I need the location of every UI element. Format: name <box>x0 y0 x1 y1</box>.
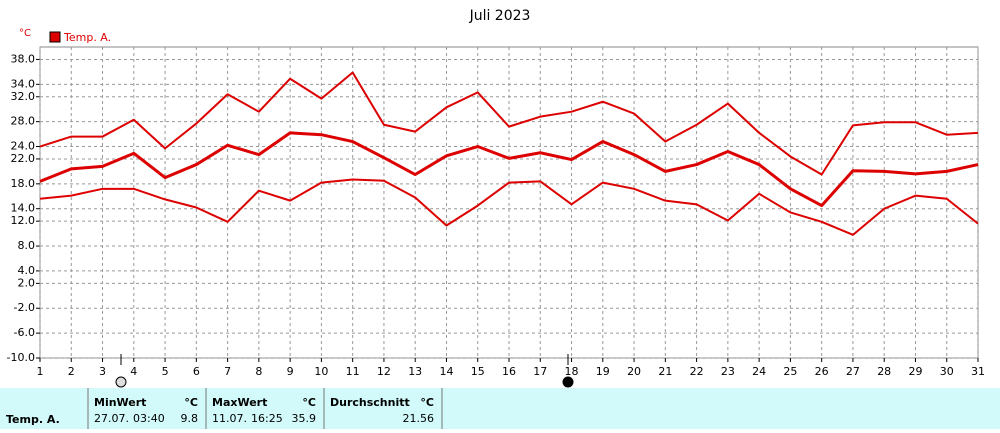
cursor-marker <box>562 376 574 388</box>
plot-area: 38.034.032.028.024.022.018.014.012.08.04… <box>7 46 985 378</box>
y-tick-label: 28.0 <box>11 115 36 128</box>
col-unit: °C <box>184 396 198 409</box>
y-tick-label: 14.0 <box>11 202 36 215</box>
x-tick-label: 16 <box>502 365 516 378</box>
col-unit: °C <box>302 396 316 409</box>
y-tick-label: 2.0 <box>18 276 36 289</box>
col-value: 35.9 <box>292 412 317 425</box>
y-tick-label: 34.0 <box>11 77 36 90</box>
y-tick-label: 24.0 <box>11 140 36 153</box>
y-tick-label: 38.0 <box>11 52 36 65</box>
col-unit: °C <box>420 396 434 409</box>
y-unit: °C <box>19 28 31 39</box>
x-tick-label: 29 <box>908 365 922 378</box>
col-time: 16:25 <box>251 412 283 425</box>
y-tick-label: -6.0 <box>14 326 35 339</box>
col-header: Durchschnitt <box>330 396 410 409</box>
x-tick-label: 17 <box>533 365 547 378</box>
col-date: 11.07. <box>212 412 247 425</box>
x-tick-label: 30 <box>940 365 954 378</box>
table-bg <box>0 388 1000 429</box>
x-tick-label: 10 <box>314 365 328 378</box>
y-tick-label: 4.0 <box>18 264 36 277</box>
x-tick-label: 6 <box>193 365 200 378</box>
col-time: 03:40 <box>133 412 165 425</box>
legend-label: Temp. A. <box>63 31 111 44</box>
x-tick-label: 3 <box>99 365 106 378</box>
y-tick-label: 12.0 <box>11 214 36 227</box>
x-tick-label: 15 <box>471 365 485 378</box>
y-tick-label: 18.0 <box>11 177 36 190</box>
max-line <box>39 71 979 176</box>
mean-line <box>39 131 979 208</box>
col-date: 27.07. <box>94 412 129 425</box>
x-tick-label: 31 <box>971 365 985 378</box>
chart-title: Juli 2023 <box>469 8 531 24</box>
x-tick-label: 24 <box>752 365 766 378</box>
x-tick-label: 8 <box>255 365 262 378</box>
x-tick-label: 9 <box>287 365 294 378</box>
cursor-marker <box>115 376 127 388</box>
stats-table: Temp. A. MinWert °C 27.07. 03:40 9.8 Max… <box>0 388 1000 429</box>
min-line <box>39 178 979 236</box>
y-tick-label: -2.0 <box>14 301 35 314</box>
x-tick-label: 1 <box>37 365 44 378</box>
x-tick-label: 22 <box>690 365 704 378</box>
x-tick-label: 28 <box>877 365 891 378</box>
col-header: MaxWert <box>212 396 267 409</box>
x-tick-label: 26 <box>815 365 829 378</box>
x-tick-label: 7 <box>224 365 231 378</box>
row-label: Temp. A. <box>6 413 60 426</box>
x-tick-label: 20 <box>627 365 641 378</box>
x-tick-label: 4 <box>130 365 137 378</box>
col-value: 9.8 <box>181 412 199 425</box>
y-tick-label: 22.0 <box>11 152 36 165</box>
col-value: 21.56 <box>403 412 435 425</box>
y-tick-label: 8.0 <box>18 239 36 252</box>
col-header: MinWert <box>94 396 146 409</box>
x-tick-label: 11 <box>346 365 360 378</box>
x-tick-label: 14 <box>439 365 453 378</box>
x-tick-label: 18 <box>565 365 579 378</box>
x-tick-label: 23 <box>721 365 735 378</box>
x-tick-label: 25 <box>783 365 797 378</box>
x-tick-label: 19 <box>596 365 610 378</box>
x-tick-label: 21 <box>658 365 672 378</box>
x-tick-label: 27 <box>846 365 860 378</box>
y-tick-label: -10.0 <box>7 351 35 364</box>
x-tick-label: 5 <box>162 365 169 378</box>
x-tick-label: 2 <box>68 365 75 378</box>
x-tick-label: 12 <box>377 365 391 378</box>
legend-swatch <box>49 31 61 43</box>
x-tick-label: 13 <box>408 365 422 378</box>
y-tick-label: 32.0 <box>11 90 36 103</box>
